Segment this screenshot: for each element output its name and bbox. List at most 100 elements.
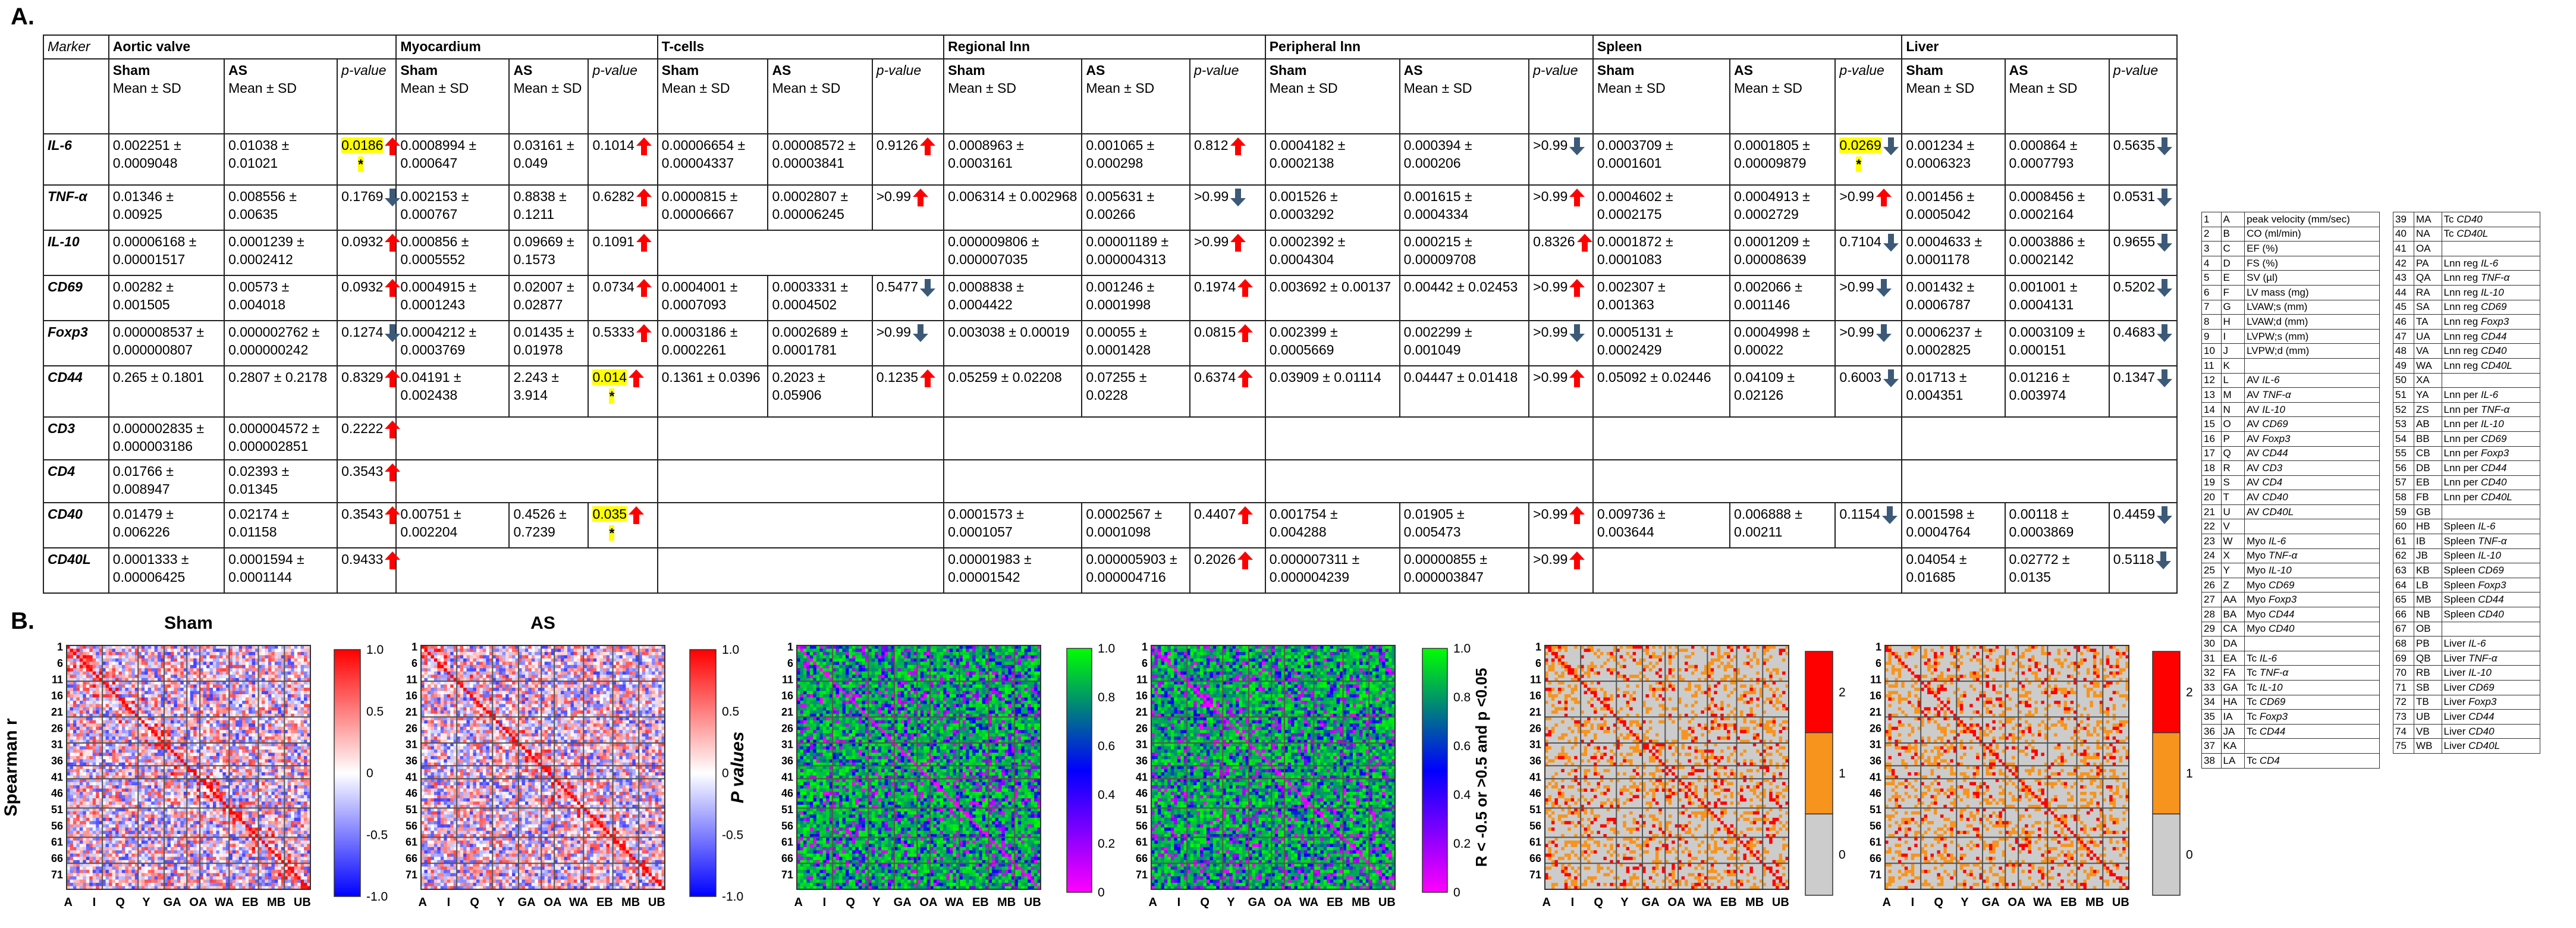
col-tick-label: Y — [872, 896, 881, 909]
colorbar-segment — [2152, 813, 2181, 896]
row-tick-label: 36 — [1870, 755, 1881, 767]
col-tick-label: GA — [894, 896, 912, 909]
colorbar-segment — [1805, 813, 1833, 896]
row-tick-label: 71 — [1529, 869, 1541, 880]
row-tick-label: 6 — [411, 657, 417, 669]
col-tick-label: UB — [648, 896, 665, 909]
row-tick-label: 1 — [1876, 641, 1881, 653]
row-tick-label: 56 — [51, 820, 63, 832]
colorbar-segment — [2152, 651, 2181, 733]
row-tick-label: 16 — [406, 690, 417, 702]
row-tick-label: 21 — [1870, 706, 1881, 718]
row-tick-label: 56 — [781, 820, 793, 832]
col-tick-label: GA — [164, 896, 181, 909]
group-header: Peripheral lnn — [1270, 39, 1361, 54]
col-tick-label: GA — [1982, 896, 2000, 909]
col-tick-label: OA — [189, 896, 207, 909]
row-tick-label: 51 — [1136, 804, 1148, 816]
sub-header-as: AS — [772, 62, 791, 78]
group-header: Liver — [1906, 39, 1939, 54]
row-tick-label: 46 — [406, 788, 417, 800]
col-tick-label: MB — [267, 896, 285, 909]
row-tick-label: 61 — [1136, 836, 1148, 848]
row-tick-label: 61 — [406, 836, 417, 848]
colorbar-segment — [1805, 651, 1833, 733]
row-tick-label: 11 — [52, 673, 63, 685]
col-tick-label: A — [1149, 896, 1157, 909]
colorbar-segment — [2152, 732, 2181, 815]
row-tick-label: 46 — [781, 788, 793, 800]
row-tick-label: 46 — [1529, 788, 1541, 800]
colorbar-tick: 1.0 — [722, 643, 739, 657]
colorbar-tick: 0 — [1839, 848, 1846, 862]
row-tick-label: 31 — [51, 739, 63, 751]
row-tick-label: 71 — [1136, 869, 1148, 880]
sub-header-sham: Sham — [662, 62, 699, 78]
row-tick-label: 46 — [1136, 788, 1148, 800]
p-value-header: p-value — [1194, 62, 1239, 78]
row-tick-label: 41 — [1136, 771, 1148, 783]
colorbar — [334, 649, 361, 897]
col-tick-label: Y — [1227, 896, 1235, 909]
row-tick-label: 11 — [1530, 673, 1541, 685]
colorbar-tick: -0.5 — [722, 828, 743, 842]
marker-header: Marker — [48, 39, 90, 54]
row-tick-label: 16 — [1870, 690, 1881, 702]
colorbar-tick: 0.2 — [1098, 837, 1115, 851]
row-tick-label: 36 — [1529, 755, 1541, 767]
col-tick-label: MB — [2085, 896, 2104, 909]
colorbar-tick: 1 — [1839, 767, 1846, 780]
row-tick-label: 16 — [1529, 690, 1541, 702]
row-tick-label: 21 — [1529, 706, 1541, 718]
colorbar — [689, 649, 717, 897]
row-tick-label: 6 — [1142, 657, 1148, 669]
row-tick-label: 56 — [1136, 820, 1148, 832]
col-tick-label: WA — [1693, 896, 1712, 909]
mean-sd-header: Mean ± SD — [1086, 80, 1154, 96]
mean-sd-header: Mean ± SD — [948, 80, 1016, 96]
col-tick-label: I — [1571, 896, 1575, 909]
group-header: Aortic valve — [113, 39, 190, 54]
mean-sd-header: Mean ± SD — [113, 80, 181, 96]
col-tick-label: MB — [1352, 896, 1370, 909]
row-tick-label: 26 — [1529, 722, 1541, 734]
row-tick-label: 61 — [781, 836, 793, 848]
col-tick-label: UB — [294, 896, 311, 909]
sub-header-sham: Sham — [400, 62, 438, 78]
row-tick-label: 16 — [51, 690, 63, 702]
col-tick-label: MB — [1745, 896, 1764, 909]
row-tick-label: 6 — [787, 657, 793, 669]
row-tick-label: 51 — [1529, 804, 1541, 816]
panel-label-b: B. — [11, 608, 34, 635]
col-tick-label: A — [1883, 896, 1891, 909]
colorbar-tick: 2 — [2186, 685, 2193, 699]
row-tick-label: 1 — [57, 641, 63, 653]
group-header: Spleen — [1597, 39, 1642, 54]
row-tick-label: 61 — [1870, 836, 1881, 848]
col-tick-label: A — [794, 896, 803, 909]
colorbar-tick: -1.0 — [366, 890, 388, 904]
row-tick-label: 51 — [406, 804, 417, 816]
row-tick-label: 31 — [1870, 739, 1881, 751]
row-tick-label: 6 — [1876, 657, 1881, 669]
col-tick-label: Y — [1620, 896, 1629, 909]
p-value-header: p-value — [341, 62, 386, 78]
col-tick-label: MB — [997, 896, 1016, 909]
row-tick-label: 31 — [1136, 739, 1148, 751]
row-tick-label: 36 — [406, 755, 417, 767]
heatmap-y-label: Spearman r — [1, 718, 21, 816]
colorbar-tick: 0.5 — [366, 705, 384, 719]
row-tick-label: 6 — [1535, 657, 1541, 669]
sub-header-as: AS — [1086, 62, 1105, 78]
col-tick-label: UB — [1378, 896, 1396, 909]
heatmap-y-label: P values — [728, 732, 747, 804]
row-tick-label: 1 — [787, 641, 793, 653]
colorbar-tick: 2 — [1839, 685, 1846, 699]
row-tick-label: 41 — [406, 771, 417, 783]
row-tick-label: 41 — [1870, 771, 1881, 783]
marker-table: Marker Aortic valve Myocardium T-cells Regio… — [43, 35, 2178, 594]
colorbar-tick: 0.4 — [1098, 788, 1116, 802]
